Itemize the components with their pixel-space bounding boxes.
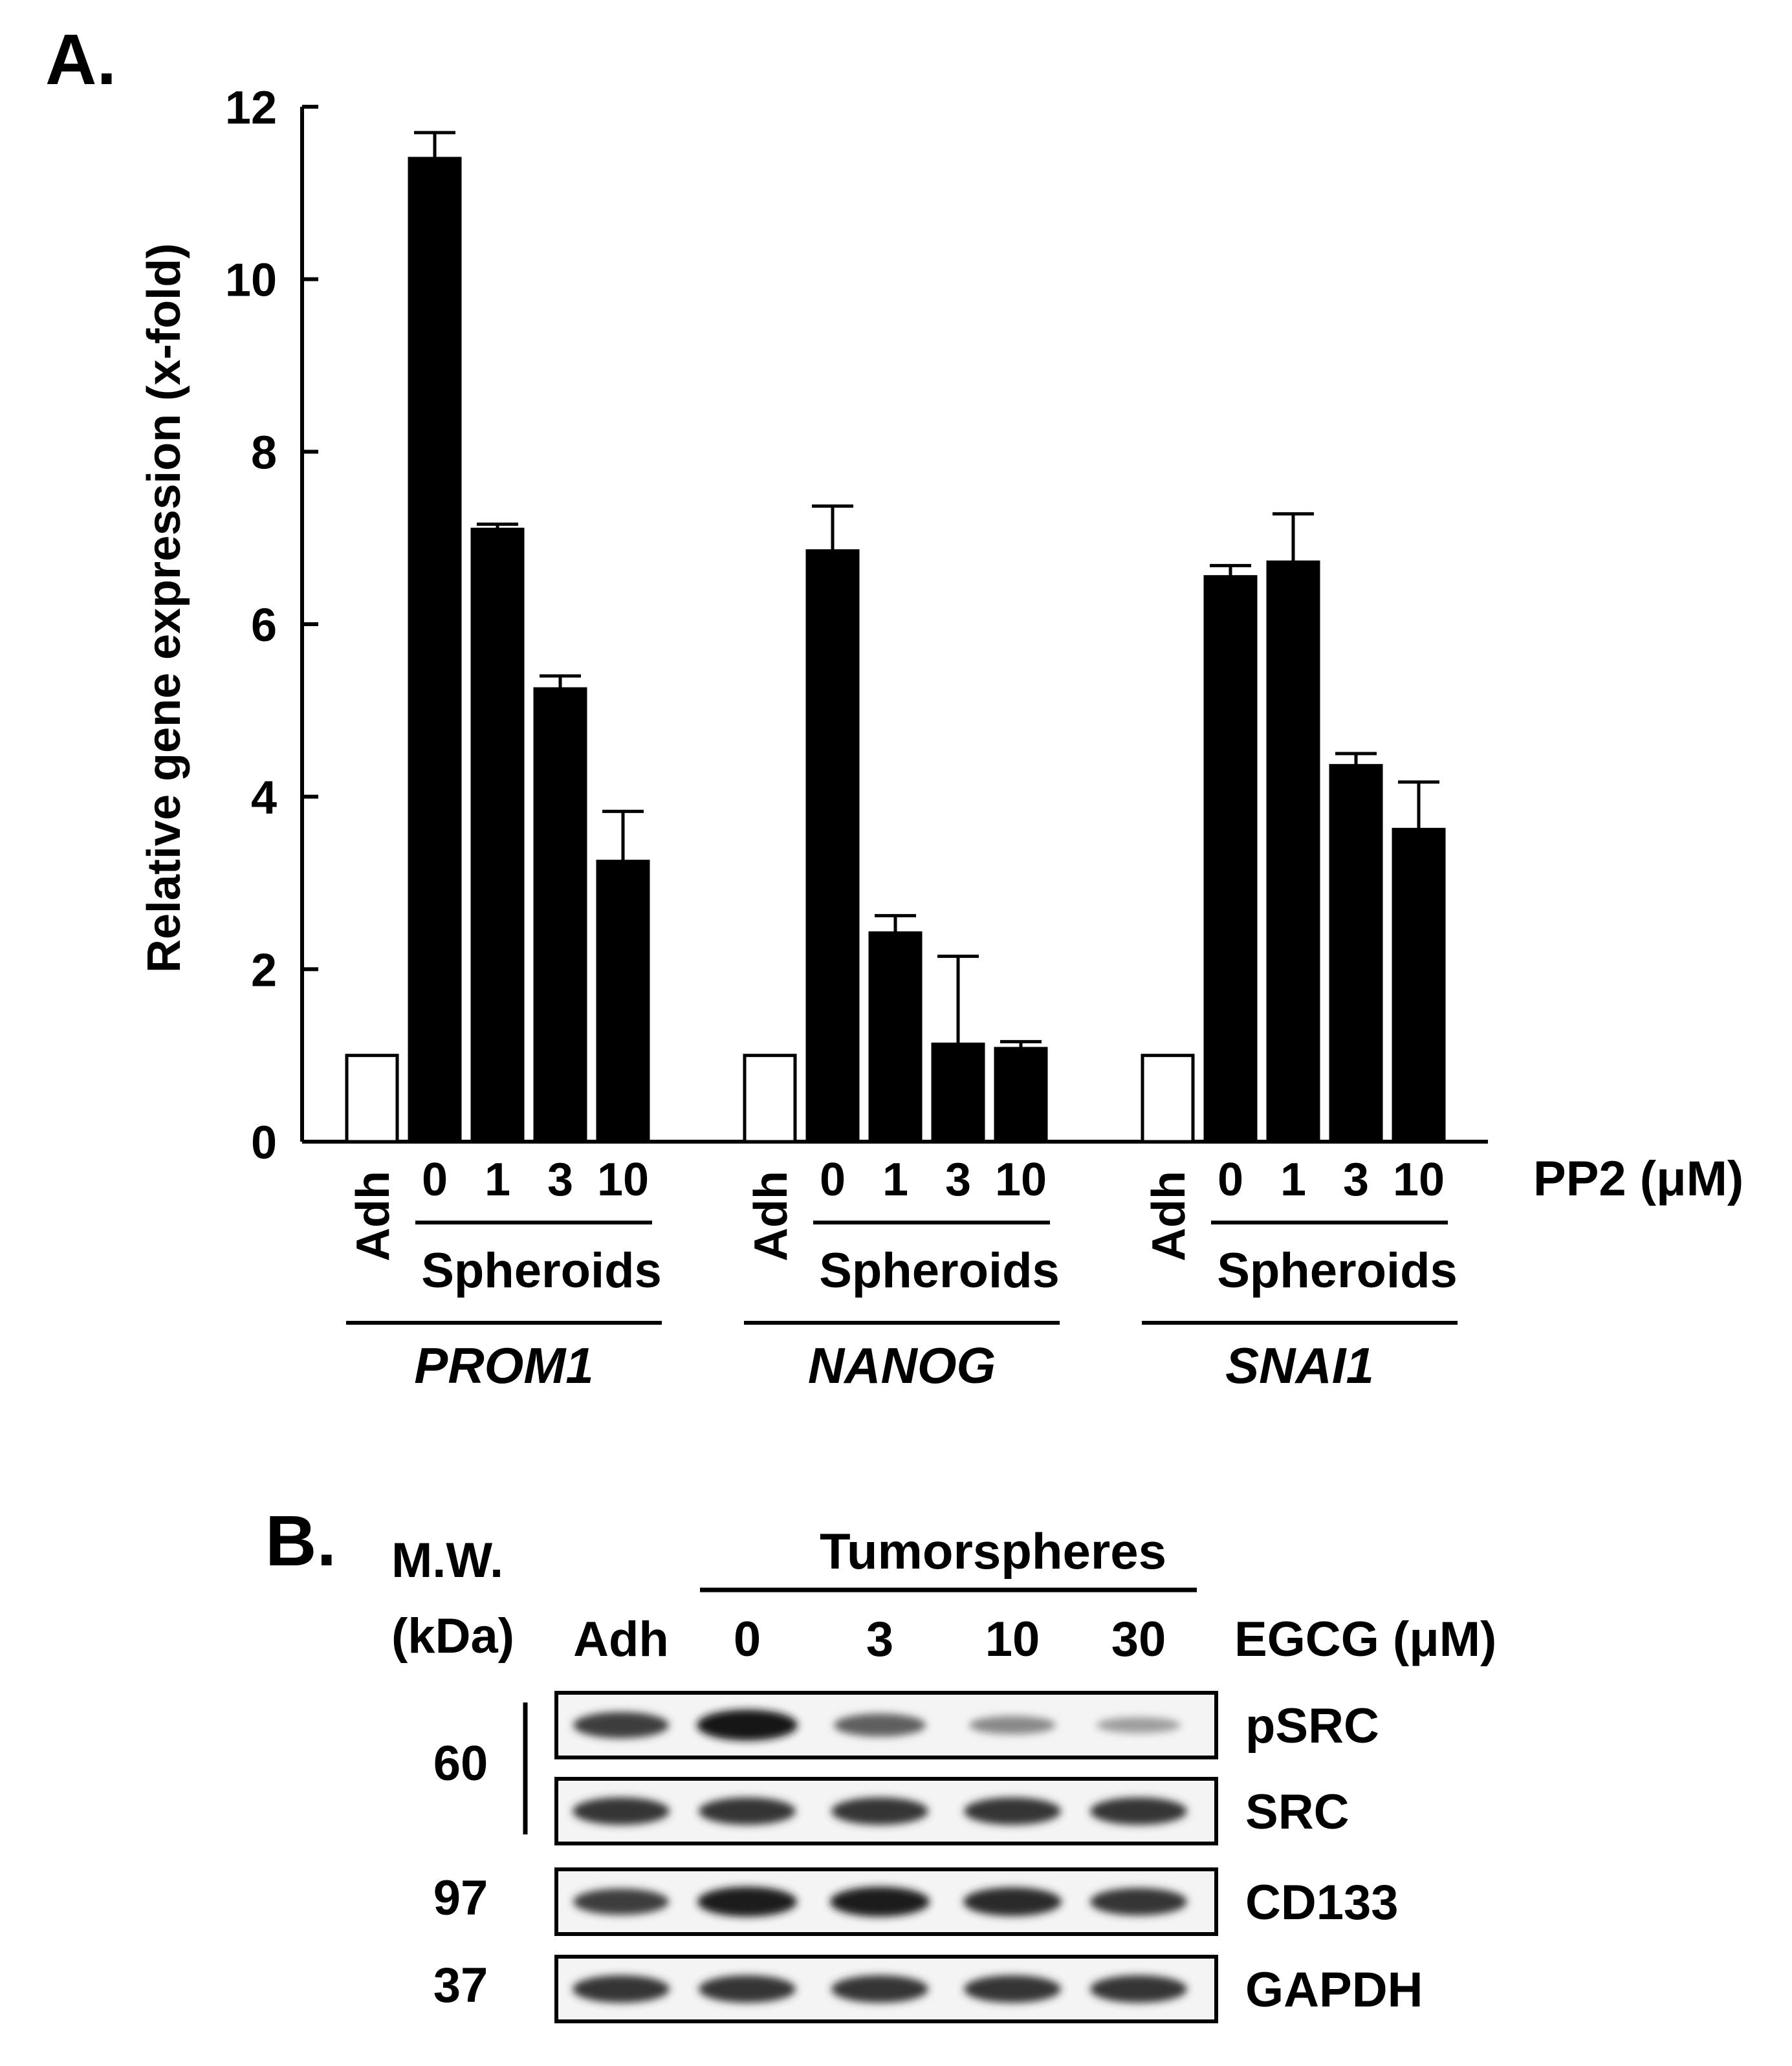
gene-label-prom1: PROM1 (414, 1337, 593, 1394)
egcg-treatment-label: EGCG (μM) (1234, 1612, 1496, 1667)
band (834, 1713, 926, 1737)
blot-label-psrc: pSRC (1245, 1699, 1379, 1754)
lane-label-0: 0 (734, 1612, 761, 1667)
lane-labels: Adh 0 3 10 30 (573, 1612, 1166, 1667)
blot-label-src: SRC (1245, 1785, 1349, 1840)
bar-nanog-3 (931, 1042, 985, 1144)
pp2-treatment-label: PP2 (μM) (1533, 1151, 1743, 1206)
y-tick-label: 8 (251, 427, 277, 479)
blot-row-src: SRC (554, 1777, 1349, 1845)
y-tick-label: 10 (225, 255, 277, 307)
blot-label-gapdh: GAPDH (1245, 1963, 1423, 2017)
blot-label-cd133: CD133 (1245, 1875, 1399, 1930)
y-ticks: 0 2 4 6 8 10 12 (225, 82, 318, 1169)
band (1090, 1797, 1187, 1825)
x-label-control: Adh (745, 1171, 797, 1261)
lane-label-30: 30 (1111, 1612, 1166, 1667)
x-tick-label: 0 (1218, 1154, 1243, 1206)
x-tick-label: 10 (995, 1154, 1047, 1206)
band (830, 1886, 930, 1917)
x-label-control: Adh (1143, 1171, 1195, 1261)
band (969, 1715, 1056, 1735)
lane-label-adh: Adh (573, 1612, 669, 1667)
band (831, 1797, 928, 1825)
x-tick-label: 3 (547, 1154, 573, 1206)
bar-prom1-3 (533, 687, 587, 1144)
bar-snai1-10 (1392, 827, 1446, 1144)
x-tick-label: 3 (945, 1154, 971, 1206)
band (963, 1887, 1062, 1917)
spheroids-label: Spheroids (1217, 1243, 1458, 1298)
western-blot: M.W. (kDa) Tumorspheres EGCG (μM) Adh 0 3 1… (391, 1523, 1496, 2023)
panel-b-label: B. (265, 1501, 336, 1581)
bar-nanog-0 (805, 549, 860, 1144)
x-tick-label: 1 (1280, 1154, 1306, 1206)
x-tick-label: 1 (485, 1154, 510, 1206)
x-tick-label: 0 (422, 1154, 448, 1206)
bar-snai1-0 (1203, 575, 1258, 1144)
bar-nanog-adh (743, 1054, 797, 1144)
band (573, 1888, 669, 1915)
band (699, 1975, 796, 2003)
y-tick-label: 2 (251, 944, 277, 996)
x-tick-label: 1 (882, 1154, 908, 1206)
blot-rows: pSRC SRC CD133 GAPDH 60 97 37 (433, 1691, 1423, 2023)
gene-label-nanog: NANOG (808, 1337, 996, 1394)
tumorspheres-label: Tumorspheres (820, 1523, 1166, 1580)
band (699, 1797, 796, 1825)
band (831, 1975, 928, 2003)
band (573, 1712, 669, 1739)
bar-prom1-1 (470, 527, 525, 1144)
band (573, 1797, 670, 1825)
band (697, 1710, 798, 1741)
panel-a-label: A. (45, 20, 116, 100)
band (697, 1886, 797, 1917)
blot-row-gapdh: GAPDH (554, 1955, 1423, 2023)
y-axis-label: Relative gene expression (x-fold) (138, 243, 190, 973)
x-tick-label: 10 (1393, 1154, 1445, 1206)
bar-prom1-adh (345, 1054, 399, 1144)
blot-row-psrc: pSRC (554, 1691, 1379, 1759)
band (1090, 1887, 1187, 1916)
mw-label: 97 (433, 1871, 488, 1926)
band (573, 1975, 670, 2003)
bars (345, 131, 1446, 1144)
bar-snai1-adh (1141, 1054, 1195, 1144)
x-tick-label: 10 (597, 1154, 649, 1206)
spheroids-label: Spheroids (421, 1243, 662, 1298)
mw-label: 60 (433, 1736, 488, 1791)
x-label-control: Adh (347, 1171, 399, 1261)
gene-label-snai1: SNAI1 (1225, 1337, 1374, 1394)
mw-header-line2: (kDa) (391, 1609, 514, 1664)
blot-row-cd133: CD133 (554, 1867, 1399, 1936)
band (1090, 1975, 1187, 2003)
band (964, 1797, 1061, 1825)
bar-prom1-0 (408, 157, 462, 1144)
mw-header-line1: M.W. (391, 1533, 503, 1588)
spheroids-label: Spheroids (819, 1243, 1060, 1298)
bar-nanog-1 (868, 931, 923, 1144)
lane-label-10: 10 (985, 1612, 1040, 1667)
x-tick-label: 3 (1343, 1154, 1369, 1206)
bar-snai1-1 (1266, 560, 1320, 1144)
band (964, 1975, 1061, 2003)
bar-snai1-3 (1329, 764, 1383, 1144)
band (1097, 1717, 1181, 1734)
y-tick-label: 12 (225, 82, 277, 134)
y-tick-label: 0 (251, 1117, 277, 1169)
bar-nanog-10 (994, 1047, 1048, 1144)
bar-prom1-10 (596, 860, 650, 1144)
y-tick-label: 6 (251, 600, 277, 651)
lane-label-3: 3 (866, 1612, 893, 1667)
x-tick-label: 0 (820, 1154, 846, 1206)
y-tick-label: 4 (251, 772, 277, 824)
mw-label: 37 (433, 1958, 488, 2013)
